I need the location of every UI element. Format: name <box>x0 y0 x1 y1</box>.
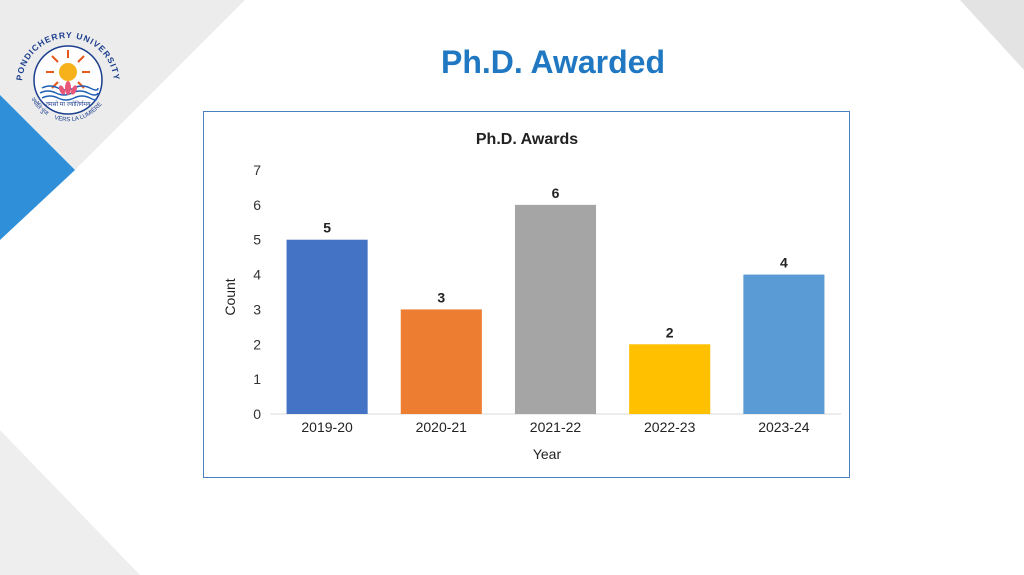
y-tick-label: 0 <box>253 406 261 422</box>
top-left-grey-band <box>0 0 245 170</box>
top-right-grey-shape <box>960 0 1024 70</box>
x-tick-label: 2023-24 <box>758 419 810 435</box>
x-tick-label: 2021-22 <box>530 419 582 435</box>
chart-frame: Ph.D. Awards Year Count 0 1 2 3 4 5 6 7 5 2019-20… <box>203 111 850 478</box>
university-logo: तमसो मा ज्योतिर्गमय PONDICHERRY UNIVERSI… <box>14 30 121 123</box>
y-tick-label: 5 <box>253 232 261 248</box>
lotus-icon <box>58 81 78 95</box>
x-tick-label: 2020-21 <box>416 419 468 435</box>
data-label: 4 <box>780 255 788 271</box>
bar-2023-24 <box>743 274 825 414</box>
y-tick-label: 2 <box>253 336 261 352</box>
slide-title: Ph.D. Awarded <box>440 44 666 80</box>
plot-area: 0 1 2 3 4 5 6 7 5 2019-20 3 2020-21 6 2021-22 2 2022-23… <box>253 162 841 435</box>
y-tick-label: 3 <box>253 301 261 317</box>
chart-title: Ph.D. Awards <box>476 131 578 148</box>
y-tick-label: 4 <box>253 267 261 283</box>
logo-hindi-motto: तमसो मा ज्योतिर्गमय <box>46 100 92 108</box>
x-axis-label: Year <box>533 446 562 462</box>
y-tick-label: 1 <box>253 371 261 387</box>
x-tick-label: 2019-20 <box>301 419 353 435</box>
left-blue-triangle <box>0 95 75 240</box>
data-label: 3 <box>437 289 445 305</box>
bar-2021-22 <box>514 204 597 414</box>
data-label: 2 <box>666 324 674 340</box>
bar-chart: Ph.D. Awards Year Count 0 1 2 3 4 5 6 7 5 2019-20… <box>222 131 841 462</box>
bottom-left-grey-shape <box>0 430 140 575</box>
x-tick-label: 2022-23 <box>644 419 696 435</box>
y-axis-label: Count <box>222 278 238 315</box>
data-label: 6 <box>552 185 560 201</box>
bar-2019-20 <box>286 239 368 414</box>
data-label: 5 <box>323 220 331 236</box>
y-tick-label: 7 <box>253 162 261 178</box>
bar-2022-23 <box>629 344 711 414</box>
bar-2020-21 <box>400 309 482 414</box>
y-tick-label: 6 <box>253 197 261 213</box>
